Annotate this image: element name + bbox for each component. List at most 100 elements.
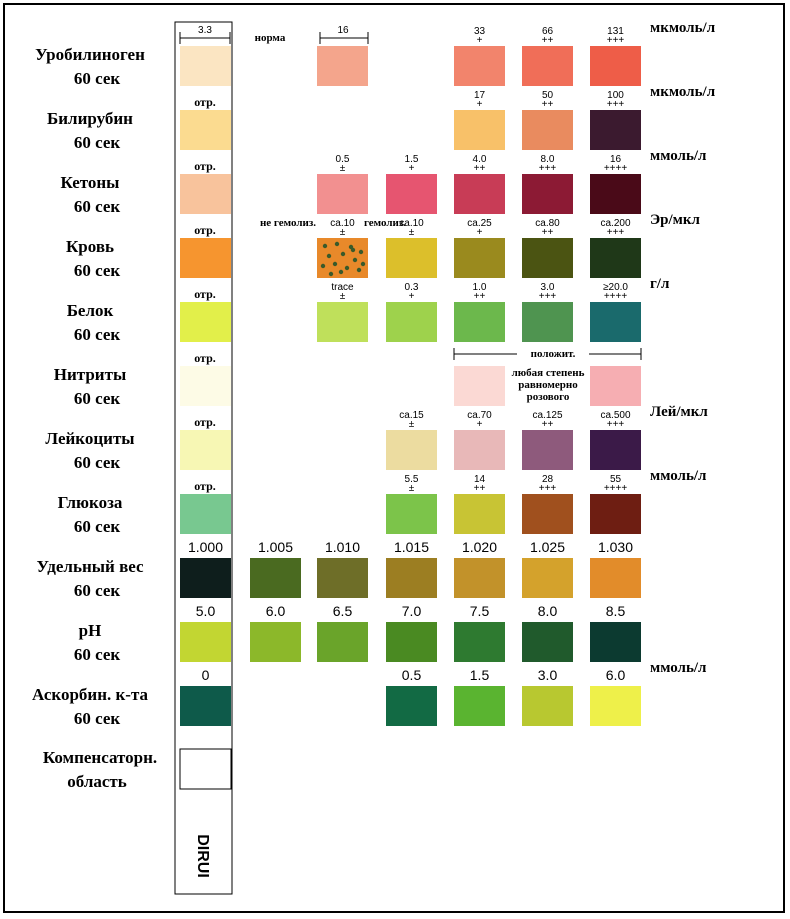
row-unit: ммоль/л (650, 660, 707, 676)
row-time: 60 сек (74, 581, 121, 600)
color-swatch (590, 302, 641, 342)
swatch-value-label: 1.000 (188, 539, 223, 555)
color-swatch (590, 622, 641, 662)
positive-note-line: розового (527, 391, 570, 403)
swatch-sign-label: + (409, 291, 415, 302)
positive-label-bg (517, 346, 589, 360)
swatch-value-label: 66 (542, 26, 554, 37)
compensation-name: Компенсаторн. (43, 748, 157, 767)
swatch-value-label: 1.5 (470, 667, 490, 683)
color-swatch (180, 238, 231, 278)
swatch-sign-label: ++ (542, 35, 554, 46)
positive-label: положит. (531, 348, 576, 360)
color-swatch (522, 558, 573, 598)
swatch-value-label: 28 (542, 474, 554, 485)
color-swatch (522, 238, 573, 278)
color-swatch (386, 302, 437, 342)
swatch-sign-label: + (477, 35, 483, 46)
row-time: 60 сек (74, 69, 121, 88)
swatch-value-label: 55 (610, 474, 622, 485)
swatch-value-label: 7.5 (470, 603, 490, 619)
blood-dot (328, 271, 334, 277)
swatch-sign-label: + (409, 163, 415, 174)
negative-label: отр. (194, 223, 216, 237)
negative-label: отр. (194, 159, 216, 173)
swatch-sign-label: +++ (607, 419, 625, 430)
swatch-value-label: 0.5 (336, 154, 350, 165)
swatch-value-label: 0.3 (405, 282, 419, 293)
row-time: 60 сек (74, 517, 121, 536)
color-swatch (454, 174, 505, 214)
color-swatch (454, 622, 505, 662)
blood-dot (352, 257, 358, 263)
swatch-value-label: ca.200 (600, 218, 630, 229)
swatch-value-label: 14 (474, 474, 486, 485)
color-swatch (454, 494, 505, 534)
swatch-value-label: ca.125 (532, 410, 562, 421)
color-swatch (317, 174, 368, 214)
row-name: Нитриты (54, 365, 126, 384)
swatch-sign-label: ++ (474, 291, 486, 302)
swatch-sign-label: ++++ (604, 291, 628, 302)
row-name: Аскорбин. к-та (32, 685, 149, 704)
row-unit: Эр/мкл (650, 212, 701, 228)
hemolyzed-label: гемолиз. (364, 217, 406, 229)
color-swatch (250, 622, 301, 662)
row-time: 60 сек (74, 197, 121, 216)
compensation-time: область (67, 772, 127, 791)
row-unit: мкмоль/л (650, 84, 716, 100)
color-swatch (454, 110, 505, 150)
row-time: 60 сек (74, 453, 121, 472)
blood-dot (332, 261, 338, 267)
color-swatch (317, 302, 368, 342)
swatch-value-label: 1.5 (405, 154, 419, 165)
color-swatch (180, 686, 231, 726)
color-swatch (454, 366, 505, 406)
blood-dot (338, 269, 344, 275)
swatch-sign-label: +++ (607, 227, 625, 238)
swatch-value-label: 7.0 (402, 603, 422, 619)
row-name: Лейкоциты (45, 429, 134, 448)
color-swatch (386, 622, 437, 662)
swatch-value-label: 1.0 (473, 282, 487, 293)
swatch-sign-label: ++ (474, 163, 486, 174)
swatch-sign-label: + (477, 227, 483, 238)
color-swatch (454, 46, 505, 86)
color-swatch (180, 174, 231, 214)
swatch-value-label: 3.0 (541, 282, 555, 293)
norma-label: норма (255, 32, 286, 44)
color-swatch (180, 558, 231, 598)
color-swatch (522, 110, 573, 150)
row-name: Кетоны (61, 173, 120, 192)
brand-label: DIRUI (194, 834, 211, 878)
swatch-value-label: 5.5 (405, 474, 419, 485)
color-swatch (454, 302, 505, 342)
color-swatch (386, 686, 437, 726)
color-swatch (454, 238, 505, 278)
swatch-sign-label: ++ (474, 483, 486, 494)
swatch-value-label: 8.0 (541, 154, 555, 165)
swatch-sign-label: ± (340, 291, 346, 302)
row-unit: мкмоль/л (650, 20, 716, 36)
color-swatch (454, 686, 505, 726)
swatch-sign-label: ++++ (604, 163, 628, 174)
swatch-value-label: 0.5 (402, 667, 422, 683)
swatch-value-label: 33 (474, 26, 486, 37)
swatch-sign-label: +++ (607, 35, 625, 46)
color-swatch (180, 110, 231, 150)
swatch-value-label: 1.015 (394, 539, 429, 555)
swatch-value-label: 6.0 (606, 667, 626, 683)
color-swatch (180, 430, 231, 470)
compensation-swatch (179, 748, 232, 790)
row-time: 60 сек (74, 709, 121, 728)
color-swatch (454, 430, 505, 470)
blood-dot (360, 261, 366, 267)
swatch-value-label: 131 (607, 26, 624, 37)
row-name: Уробилиноген (35, 45, 145, 64)
blood-dot (320, 263, 326, 269)
norma-width-label: 16 (337, 25, 349, 36)
row-name: Глюкоза (58, 493, 123, 512)
color-swatch (317, 622, 368, 662)
color-swatch (317, 46, 368, 86)
